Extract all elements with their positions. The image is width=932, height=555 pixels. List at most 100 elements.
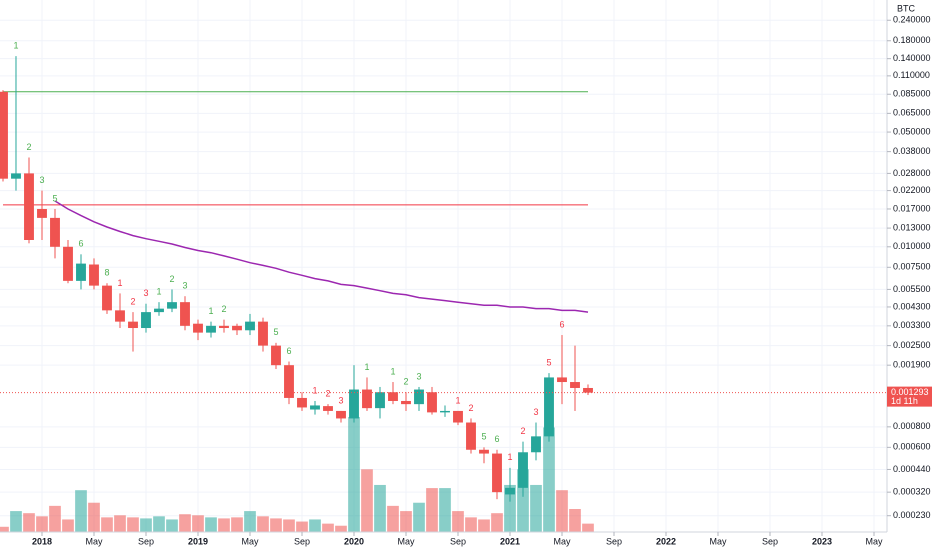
candle-body — [284, 365, 294, 398]
y-tick-label: 0.017000 — [893, 203, 931, 213]
candle-body — [466, 422, 476, 450]
x-tick-label: Sep — [606, 536, 622, 546]
candle-body — [492, 453, 502, 493]
volume-bar — [504, 484, 516, 532]
volume-bar — [179, 514, 191, 532]
candle-body — [401, 400, 411, 405]
count-label: 6 — [559, 319, 564, 329]
volume-bar — [205, 517, 217, 532]
y-tick-label: 0.065000 — [893, 108, 931, 118]
count-label: 2 — [26, 142, 31, 152]
volume-bar — [348, 417, 360, 532]
x-tick-label: May — [85, 536, 103, 546]
candle-body — [141, 312, 151, 329]
price-tag — [887, 386, 932, 407]
volume-bar — [322, 523, 334, 532]
volume-bar — [452, 511, 464, 532]
y-tick-label: 0.010000 — [893, 241, 931, 251]
x-tick-label: May — [553, 536, 571, 546]
candle-body — [479, 449, 489, 454]
volume-bar — [166, 519, 178, 532]
volume-bar — [114, 515, 126, 532]
axis-unit: BTC — [897, 3, 916, 13]
price-tag-label: 0.001293 — [891, 387, 929, 397]
candle-body — [115, 310, 125, 322]
volume-bar — [62, 519, 74, 532]
volume-bar — [23, 513, 35, 532]
candle-body — [76, 263, 86, 281]
count-label: 1 — [455, 395, 460, 405]
candle-body — [310, 405, 320, 410]
count-label: 3 — [416, 371, 421, 381]
countdown-label: 1d 11h — [891, 396, 918, 406]
volume-bar — [309, 519, 321, 532]
candle-body — [89, 264, 99, 286]
candle-body — [453, 410, 463, 423]
volume-bar — [140, 518, 152, 532]
candle-body — [414, 389, 424, 405]
x-tick-label: 2022 — [656, 536, 676, 546]
volume-bar — [361, 469, 373, 532]
y-tick-label: 0.004300 — [893, 301, 931, 311]
volume-bar — [49, 505, 61, 532]
candle-body — [128, 321, 138, 329]
y-tick-label: 0.013000 — [893, 222, 931, 232]
count-label: 8 — [104, 268, 109, 278]
volume-bar — [127, 517, 139, 532]
y-tick-label: 0.000230 — [893, 510, 931, 520]
volume-bar — [101, 517, 113, 532]
x-tick-label: May — [709, 536, 727, 546]
candle-body — [206, 325, 216, 333]
candle-body — [50, 217, 60, 247]
volume-bar — [439, 488, 451, 532]
count-label: 2 — [325, 389, 330, 399]
y-tick-label: 0.001900 — [893, 360, 931, 370]
count-label: 1 — [312, 385, 317, 395]
count-label: 3 — [533, 407, 538, 417]
count-label: 2 — [520, 426, 525, 436]
candle-body — [154, 308, 164, 313]
candle-body — [388, 392, 398, 401]
x-tick-label: Sep — [762, 536, 778, 546]
volume-bar — [244, 511, 256, 532]
y-tick-label: 0.180000 — [893, 35, 931, 45]
volume-bar — [387, 505, 399, 532]
candle-body — [167, 302, 177, 309]
count-label: 3 — [39, 175, 44, 185]
candle-body — [362, 389, 372, 409]
count-label: 2 — [130, 296, 135, 306]
x-tick-label: Sep — [138, 536, 154, 546]
moving-average — [54, 200, 589, 313]
count-label: 3 — [143, 288, 148, 298]
y-tick-label: 0.000600 — [893, 442, 931, 452]
volume-bar — [218, 518, 230, 532]
volume-bar — [10, 511, 22, 532]
volume-bar — [283, 519, 295, 532]
x-tick-label: 2021 — [500, 536, 520, 546]
candle-body — [583, 387, 593, 393]
price-axis — [887, 0, 932, 550]
grid — [0, 0, 887, 532]
count-label: 6 — [286, 346, 291, 356]
count-label: 6 — [78, 239, 83, 249]
volume-bar — [374, 484, 386, 532]
volume-bar — [36, 516, 48, 532]
count-label: 3 — [182, 281, 187, 291]
volume-bar — [75, 490, 87, 532]
x-tick-label: May — [865, 536, 883, 546]
y-tick-label: 0.022000 — [893, 185, 931, 195]
count-label: 1 — [117, 278, 122, 288]
volume-bar — [517, 469, 529, 532]
y-tick-label: 0.000320 — [893, 487, 931, 497]
x-tick-label: 2019 — [188, 536, 208, 546]
candle-body — [63, 246, 73, 281]
x-tick-label: May — [397, 536, 415, 546]
candle-body — [258, 321, 268, 346]
volume-bar — [413, 502, 425, 532]
y-tick-label: 0.028000 — [893, 168, 931, 178]
y-tick-label: 0.110000 — [893, 70, 930, 80]
y-tick-label: 0.000800 — [893, 421, 931, 431]
candle-body — [11, 173, 21, 179]
